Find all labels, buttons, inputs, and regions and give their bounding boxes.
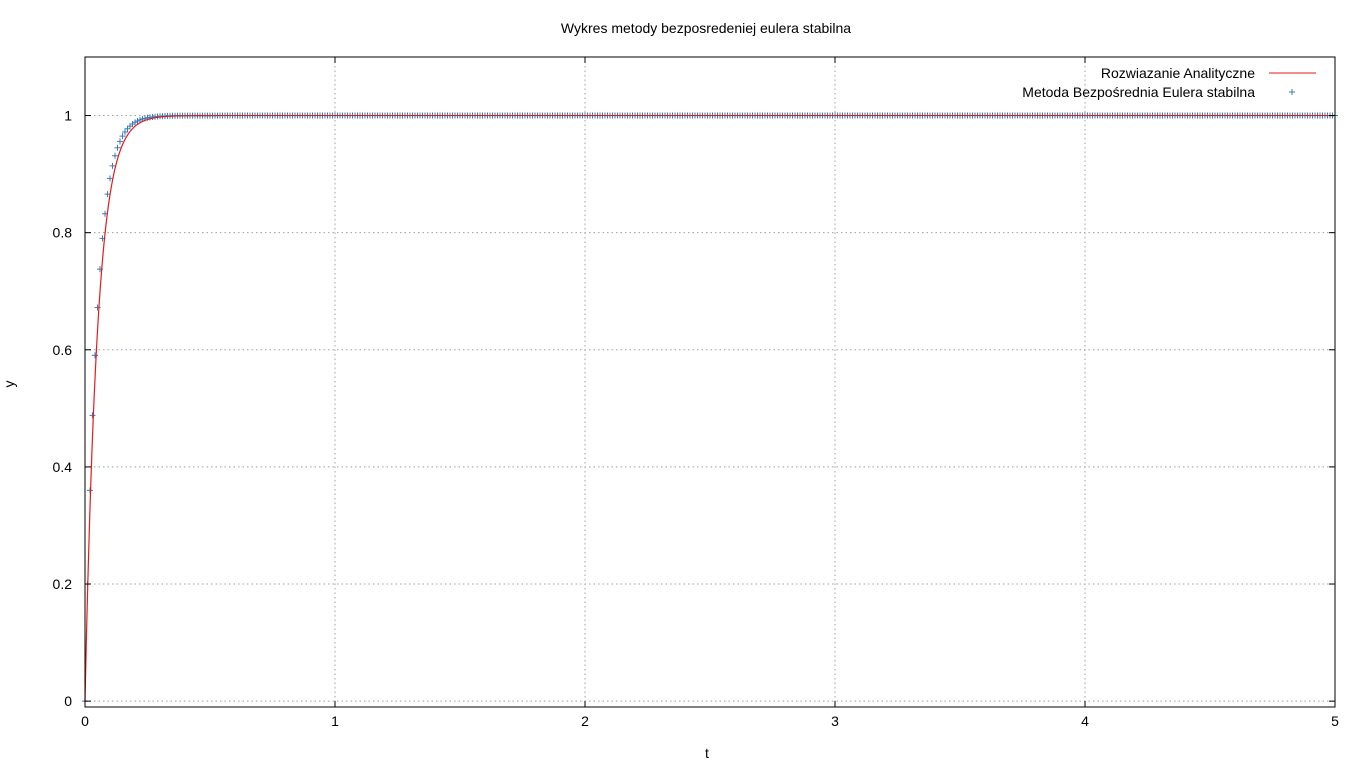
- grid-layer: [85, 57, 1335, 707]
- x-tick-label: 3: [831, 713, 839, 729]
- legend-swatch-euler: [1289, 89, 1295, 95]
- euler-point: [117, 138, 123, 145]
- euler-point: [109, 162, 116, 169]
- series-euler-points: [82, 112, 1338, 705]
- series-analytical-line: [84, 114, 1335, 702]
- y-axis-label: y: [1, 381, 17, 388]
- plot-frame: [84, 56, 1336, 708]
- euler-point: [92, 352, 98, 359]
- x-tick-label: 1: [331, 713, 339, 729]
- series-layer: [82, 112, 1338, 705]
- euler-point: [114, 144, 121, 151]
- euler-point: [119, 133, 126, 140]
- legend-label-euler: Metoda Bezpośrednia Eulera stabilna: [1022, 84, 1255, 100]
- y-tick-label: 0.2: [53, 576, 73, 592]
- y-tick-label: 0: [64, 693, 72, 709]
- y-tick-label: 0.8: [53, 225, 73, 241]
- x-tick-label: 2: [581, 713, 589, 729]
- euler-point: [89, 412, 96, 419]
- x-tick-label: 4: [1081, 713, 1089, 729]
- x-tick-label: 0: [81, 713, 89, 729]
- euler-point: [107, 175, 113, 182]
- euler-point: [112, 152, 118, 159]
- legend-marker-euler: [1289, 89, 1295, 95]
- legend: Rozwiazanie Analityczne Metoda Bezpośred…: [1022, 65, 1316, 100]
- y-tick-label: 0.6: [53, 342, 73, 358]
- y-tick-label: 0.4: [53, 459, 73, 475]
- x-tick-label: 5: [1331, 713, 1339, 729]
- y-tick-label: 1: [64, 108, 72, 124]
- x-axis-label: t: [705, 745, 709, 761]
- euler-point: [122, 129, 128, 136]
- tick-layer: 0 1 2 3 4 5 0 0.2 0.4 0.6 0.8 1: [53, 57, 1339, 729]
- chart-title: Wykres metody bezposredeniej eulera stab…: [561, 20, 851, 36]
- legend-label-analytical: Rozwiazanie Analityczne: [1101, 65, 1255, 81]
